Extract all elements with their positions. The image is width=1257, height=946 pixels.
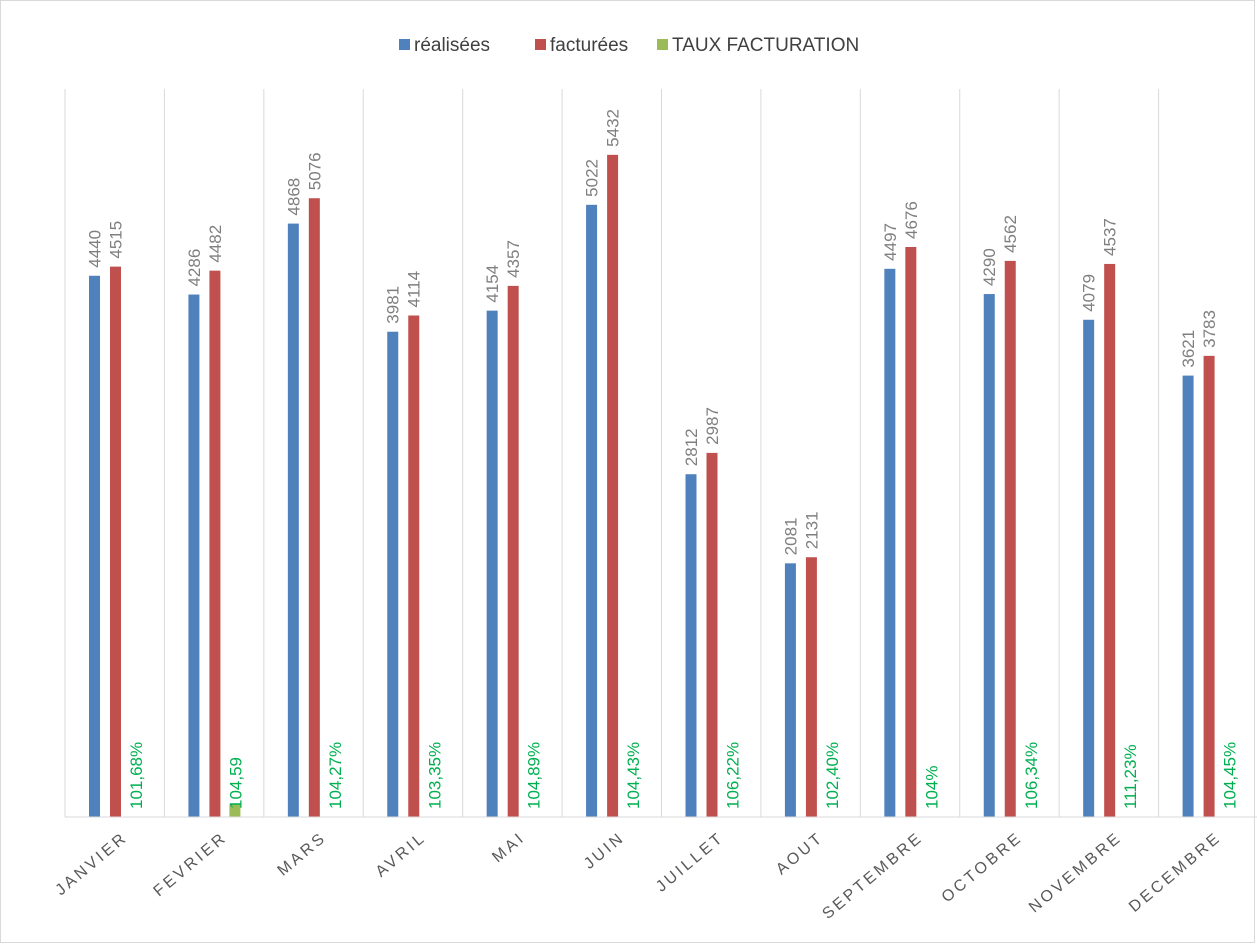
label-taux-facturation: 106,22% — [724, 742, 743, 809]
bar-facturees — [1004, 260, 1016, 817]
label-facturees: 2131 — [802, 511, 821, 549]
legend-label: facturées — [550, 35, 628, 56]
category-label: OCTOBRE — [939, 829, 1026, 906]
bar-facturees — [805, 557, 817, 817]
label-facturees: 4482 — [206, 225, 225, 263]
category-label: DECEMBRE — [1126, 829, 1225, 916]
bar-realisees — [685, 474, 697, 817]
legend-swatch — [535, 39, 546, 50]
label-realisees: 3621 — [1179, 330, 1198, 368]
label-taux-facturation: 104,27% — [326, 742, 345, 809]
bar-realisees — [188, 294, 200, 817]
bar-facturees — [1104, 263, 1116, 817]
label-facturees: 4515 — [107, 221, 126, 259]
label-taux-facturation: 104% — [922, 766, 941, 809]
bar-realisees — [1083, 319, 1095, 817]
bar-facturees — [209, 270, 221, 818]
bar-facturees — [110, 266, 121, 818]
legend-label: TAUX FACTURATION — [672, 35, 859, 56]
label-realisees: 5022 — [583, 159, 602, 197]
label-realisees: 2081 — [781, 517, 800, 555]
bar-facturees — [308, 198, 320, 817]
legend-swatch — [399, 39, 410, 50]
label-taux-facturation: 111,23% — [1121, 744, 1140, 809]
category-label: MAI — [489, 829, 529, 866]
category-label: JUILLET — [653, 829, 728, 896]
category-gridlines — [64, 89, 1160, 817]
bar-realisees — [586, 204, 598, 817]
label-realisees: 3981 — [384, 286, 403, 324]
bar-facturees — [706, 452, 718, 817]
category-label: SEPTEMBRE — [819, 829, 926, 923]
bar-facturees — [507, 285, 519, 817]
label-taux-facturation: 104,59 — [226, 757, 245, 809]
label-realisees: 2812 — [682, 428, 701, 466]
label-facturees: 4676 — [902, 201, 921, 239]
category-label: JUIN — [581, 829, 628, 873]
label-facturees: 4114 — [405, 271, 424, 308]
bar-facturees — [408, 315, 420, 817]
label-realisees: 4440 — [86, 230, 105, 268]
bar-realisees — [387, 331, 399, 817]
bar-facturees — [607, 154, 619, 817]
bar-realisees — [884, 268, 896, 818]
bar-realisees — [287, 223, 299, 817]
category-label: AOUT — [773, 829, 827, 878]
bar-facturees — [905, 246, 917, 817]
label-taux-facturation: 106,34% — [1022, 742, 1041, 809]
label-taux-facturation: 104,45% — [1221, 742, 1240, 809]
label-taux-facturation: 103,35% — [425, 742, 444, 809]
label-realisees: 4286 — [185, 249, 204, 287]
label-facturees: 2987 — [703, 407, 722, 445]
legend-swatch — [657, 39, 668, 50]
label-realisees: 4290 — [980, 248, 999, 286]
bar-realisees — [486, 310, 498, 817]
label-taux-facturation: 104,89% — [525, 742, 544, 809]
bar-realisees — [89, 275, 100, 817]
legend-label: réalisées — [414, 35, 490, 56]
label-facturees: 3783 — [1200, 310, 1219, 348]
category-label: NOVEMBRE — [1026, 829, 1125, 916]
label-facturees: 4537 — [1101, 218, 1120, 256]
label-realisees: 4154 — [483, 265, 502, 303]
legend: réalisées facturées TAUX FACTURATION — [399, 35, 859, 56]
category-label: JANVIER — [52, 829, 131, 899]
bar-taux-facturation — [229, 803, 241, 817]
bars — [89, 154, 1215, 818]
label-taux-facturation: 102,40% — [823, 742, 842, 809]
label-taux-facturation: 101,68% — [127, 742, 146, 809]
bar-realisees — [983, 294, 995, 817]
category-label: FEVRIER — [151, 829, 231, 900]
label-realisees: 4079 — [1080, 274, 1099, 312]
bar-realisees — [784, 563, 796, 817]
category-label: MARS — [275, 829, 331, 879]
label-facturees: 4357 — [504, 240, 523, 278]
label-realisees: 4497 — [881, 223, 900, 261]
category-label: AVRIL — [373, 829, 430, 881]
label-facturees: 4562 — [1001, 215, 1020, 253]
bar-facturees — [1203, 355, 1215, 817]
label-taux-facturation: 104,43% — [624, 742, 643, 809]
x-axis: JANVIER FEVRIER MARS AVRIL MAI JUIN JUILLET AOU… — [52, 816, 1257, 923]
label-realisees: 4868 — [284, 178, 303, 216]
bar-realisees — [1182, 375, 1194, 817]
label-facturees: 5432 — [604, 109, 623, 147]
label-facturees: 5076 — [305, 152, 324, 190]
